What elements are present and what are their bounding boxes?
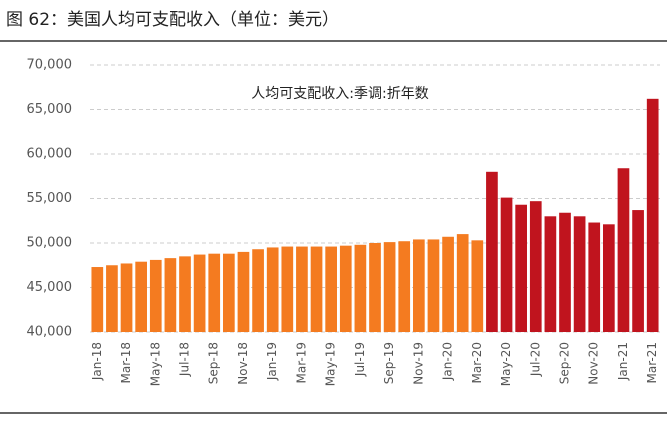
- x-tick-label: Jul-19: [353, 342, 367, 377]
- bar: [91, 267, 104, 332]
- bar: [106, 265, 118, 332]
- bar: [413, 239, 425, 332]
- bar: [471, 240, 484, 332]
- bar: [632, 210, 644, 332]
- bar: [339, 245, 352, 332]
- bar: [281, 246, 294, 332]
- bar: [325, 246, 337, 332]
- bar: [427, 239, 440, 332]
- x-tick-label: Nov-20: [587, 342, 601, 385]
- bar: [559, 212, 571, 332]
- chart-title: 图 62：美国人均可支配收入（单位：美元）: [6, 10, 339, 30]
- bar: [193, 254, 206, 332]
- annotation: 人均可支配收入:季调:折年数: [251, 86, 428, 102]
- y-tick-label: 40,000: [27, 325, 73, 340]
- y-tick-label: 70,000: [27, 58, 73, 73]
- x-tick-label: Nov-18: [236, 342, 250, 385]
- x-tick-label: May-19: [324, 342, 338, 386]
- x-tick-label: Mar-21: [645, 342, 659, 383]
- x-tick-label: Jan-21: [616, 342, 630, 381]
- bar: [237, 251, 250, 332]
- bar: [252, 249, 264, 332]
- y-tick-label: 55,000: [27, 191, 73, 206]
- bar: [500, 197, 513, 332]
- x-tick-label: Sep-19: [382, 342, 396, 384]
- bar: [208, 253, 221, 332]
- x-tick-label: May-18: [148, 342, 162, 386]
- bar: [398, 241, 411, 332]
- bar: [164, 258, 177, 332]
- bar: [573, 216, 586, 332]
- bar: [515, 204, 527, 332]
- x-tick-label: Jul-18: [178, 342, 192, 377]
- bar: [369, 243, 381, 332]
- bar: [266, 247, 279, 332]
- x-tick-label: Jul-20: [528, 342, 542, 377]
- x-tick-label: Nov-19: [411, 342, 425, 385]
- bar: [617, 168, 630, 332]
- x-tick-label: Jan-18: [90, 342, 104, 381]
- bar: [149, 259, 162, 332]
- bar: [135, 261, 147, 332]
- bar: [442, 236, 454, 332]
- bar: [120, 263, 133, 332]
- x-tick-label: Jan-19: [265, 342, 279, 381]
- x-tick-label: Jan-20: [441, 342, 455, 381]
- bar: [646, 98, 659, 332]
- bar: [544, 216, 557, 332]
- x-tick-label: Sep-18: [207, 342, 221, 384]
- bar: [296, 246, 308, 332]
- bar: [603, 224, 615, 332]
- bar: [223, 253, 235, 332]
- y-tick-label: 60,000: [27, 147, 73, 162]
- x-tick-label: Mar-20: [470, 342, 484, 383]
- bar: [383, 242, 396, 332]
- y-tick-label: 45,000: [27, 280, 73, 295]
- bar: [310, 246, 323, 332]
- bar: [588, 222, 601, 332]
- bar: [486, 171, 498, 332]
- bar: [456, 234, 469, 332]
- y-tick-label: 65,000: [27, 102, 73, 117]
- bar: [354, 244, 367, 332]
- y-tick-label: 50,000: [27, 236, 73, 251]
- bar: [179, 256, 191, 332]
- x-tick-label: May-20: [499, 342, 513, 386]
- x-tick-label: Mar-19: [294, 342, 308, 383]
- x-tick-label: Mar-18: [119, 342, 133, 383]
- x-tick-label: Sep-20: [558, 342, 572, 384]
- bar: [529, 201, 542, 332]
